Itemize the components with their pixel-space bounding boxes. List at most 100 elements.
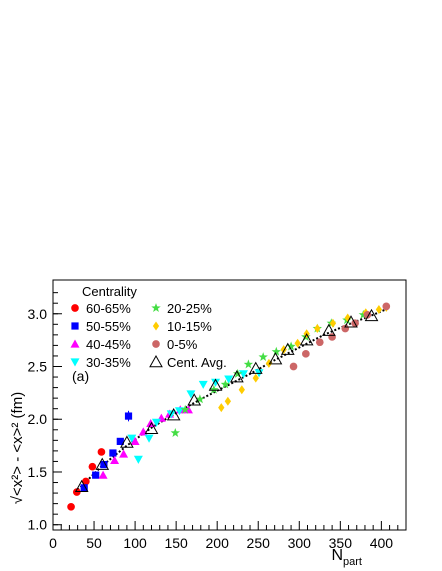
data-point-30-35- bbox=[174, 407, 184, 416]
data-point-20-25- bbox=[209, 384, 219, 394]
axes: 0 50 100 150 200 250 300 350 400 1.0 1.5 2.0 2.5 3.0 bbox=[28, 292, 399, 551]
y-tick-label: 1.0 bbox=[28, 517, 48, 533]
data-point-10-15- bbox=[238, 385, 245, 395]
y-tick-label: 2.5 bbox=[28, 358, 48, 374]
legend-label: 0-5% bbox=[167, 337, 198, 352]
data-point-0-5- bbox=[382, 302, 391, 311]
y-tick-label: 3.0 bbox=[28, 306, 48, 322]
data-point-20-25- bbox=[220, 379, 231, 389]
data-point-cent-avg- bbox=[344, 315, 358, 328]
data-point-30-35- bbox=[133, 455, 143, 464]
data-point-cent-avg- bbox=[321, 323, 336, 336]
data-point-50-55- bbox=[92, 471, 100, 479]
y-tick-label: 2.0 bbox=[28, 411, 48, 427]
legend-label: 40-45% bbox=[86, 337, 131, 352]
x-tick-label: 350 bbox=[329, 535, 353, 551]
data-point-20-25- bbox=[195, 394, 205, 404]
data-point-60-65- bbox=[67, 502, 75, 511]
data-point-cent-avg- bbox=[280, 342, 295, 355]
data-point-cent-avg- bbox=[120, 435, 134, 448]
legend-label: 30-35% bbox=[86, 355, 131, 370]
data-point-10-15- bbox=[375, 305, 383, 315]
data-point-cent-avg- bbox=[268, 352, 283, 365]
data-point-10-15- bbox=[294, 338, 301, 348]
data-point-50-55- bbox=[109, 449, 117, 457]
data-point-40-45- bbox=[110, 455, 120, 464]
data-point-60-65- bbox=[97, 448, 106, 456]
legend-marker bbox=[152, 340, 160, 348]
data-point-30-35- bbox=[186, 390, 196, 399]
legend-marker bbox=[151, 303, 161, 312]
legend-marker bbox=[70, 358, 80, 367]
data-point-0-5- bbox=[302, 350, 310, 358]
data-point-cent-avg- bbox=[144, 421, 159, 435]
data-point-cent-avg- bbox=[166, 407, 181, 421]
data-point-30-35- bbox=[198, 380, 208, 389]
data-point-20-25- bbox=[170, 428, 180, 437]
legend: Centrality 60-65% 50-55% 40-45% 30-35% 20-25%… bbox=[70, 284, 227, 370]
data-point-10-15- bbox=[314, 324, 321, 334]
data-point-20-25- bbox=[358, 309, 368, 319]
legend-marker bbox=[71, 304, 79, 312]
data-point-40-45- bbox=[130, 436, 140, 445]
data-point-40-45- bbox=[98, 470, 108, 479]
data-point-cent-avg- bbox=[187, 393, 202, 406]
legend-marker bbox=[152, 321, 160, 331]
data-point-10-15- bbox=[280, 345, 287, 355]
data-point-30-35- bbox=[211, 378, 221, 387]
legend-label: 10-15% bbox=[167, 319, 212, 334]
legend-title: Centrality bbox=[82, 284, 137, 299]
legend-label: Cent. Avg. bbox=[167, 355, 227, 370]
data-point-0-5- bbox=[315, 338, 324, 347]
x-tick-label: 200 bbox=[206, 535, 230, 551]
data-point-20-25- bbox=[243, 359, 254, 369]
data-point-50-55- bbox=[100, 460, 108, 469]
legend-label: 20-25% bbox=[167, 301, 212, 316]
data-point-20-25- bbox=[258, 352, 268, 361]
legend-marker bbox=[71, 322, 79, 330]
data-point-40-45- bbox=[119, 449, 129, 458]
data-point-60-65- bbox=[82, 477, 90, 486]
data-point-30-35- bbox=[151, 418, 161, 427]
data-point-10-15- bbox=[218, 403, 225, 413]
data-point-cent-avg- bbox=[95, 457, 110, 470]
data-point-30-35- bbox=[224, 375, 234, 384]
x-tick-label: 250 bbox=[247, 535, 271, 551]
data-point-cent-avg- bbox=[208, 378, 223, 391]
data-point-30-35- bbox=[127, 434, 137, 443]
panel-label: (a) bbox=[72, 368, 89, 384]
data-point-30-35- bbox=[238, 370, 248, 379]
data-point-cent-avg- bbox=[74, 479, 89, 493]
legend-marker bbox=[149, 354, 163, 368]
y-tick-label: 1.5 bbox=[28, 464, 48, 480]
data-point-cent-avg- bbox=[364, 308, 379, 322]
x-tick-label: 50 bbox=[86, 535, 102, 551]
x-tick-label: 150 bbox=[164, 535, 188, 551]
x-tick-label: 100 bbox=[123, 535, 147, 551]
data-point-30-35- bbox=[144, 434, 154, 443]
data-point-0-5- bbox=[328, 333, 336, 341]
data-point-cent-avg- bbox=[230, 370, 244, 383]
legend-label: 60-65% bbox=[86, 301, 131, 316]
legend-marker bbox=[70, 339, 80, 348]
plot-frame bbox=[52, 279, 407, 531]
x-tick-label: 400 bbox=[370, 535, 394, 551]
data-point-20-25- bbox=[180, 404, 190, 414]
data-point-20-25- bbox=[271, 346, 281, 356]
data-point-10-15- bbox=[329, 318, 337, 328]
data-point-60-65- bbox=[88, 462, 97, 471]
x-tick-label: 300 bbox=[288, 535, 312, 551]
x-axis-label: Npart bbox=[331, 547, 362, 568]
y-axis-label: √<x²> - <x>² (fm) bbox=[9, 392, 26, 504]
data-point-cent-avg- bbox=[299, 333, 314, 346]
data-point-20-25- bbox=[286, 341, 296, 351]
legend-label: 50-55% bbox=[86, 319, 131, 334]
data-point-cent-avg- bbox=[248, 361, 263, 374]
data-point-10-15- bbox=[252, 373, 259, 383]
data-point-50-55- bbox=[80, 484, 88, 492]
data-point-10-15- bbox=[224, 396, 232, 406]
x-tick-label: 0 bbox=[49, 535, 57, 551]
data-markers bbox=[67, 302, 391, 511]
data-point-0-5- bbox=[289, 362, 298, 371]
